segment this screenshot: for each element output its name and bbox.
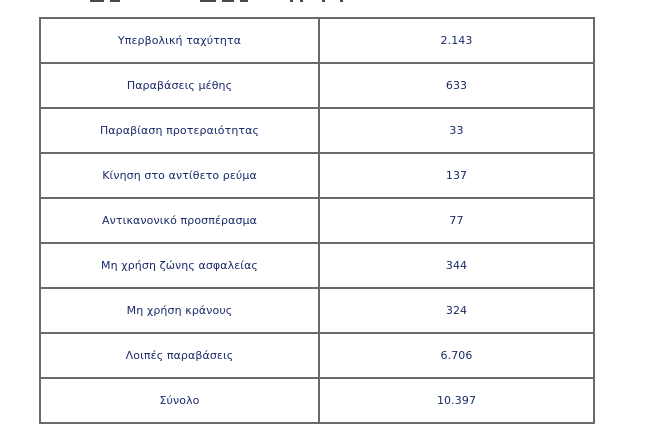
table-row: Λοιπές παραβάσεις 6.706 (39, 332, 595, 379)
table-row: Παραβίαση προτεραιότητας 33 (39, 107, 595, 154)
violation-type-cell: Κίνηση στο αντίθετο ρεύμα (39, 152, 320, 199)
table-row: Παραβάσεις μέθης 633 (39, 62, 595, 109)
violations-table: Υπερβολική ταχύτητα 2.143 Παραβάσεις μέθης… (39, 17, 595, 424)
violation-count-cell: 33 (318, 107, 595, 154)
table-row: Αντικανονικό προσπέρασμα 77 (39, 197, 595, 244)
violation-count-cell: 137 (318, 152, 595, 199)
violation-count-cell: 77 (318, 197, 595, 244)
violation-count-cell: 344 (318, 242, 595, 289)
table-row: Κίνηση στο αντίθετο ρεύμα 137 (39, 152, 595, 199)
table-row: Μη χρήση ζώνης ασφαλείας 344 (39, 242, 595, 289)
violation-type-cell: Μη χρήση ζώνης ασφαλείας (39, 242, 320, 289)
violation-type-cell: Υπερβολική ταχύτητα (39, 17, 320, 64)
violation-type-cell: Σύνολο (39, 377, 320, 424)
violation-type-cell: Μη χρήση κράνους (39, 287, 320, 334)
table-row: Μη χρήση κράνους 324 (39, 287, 595, 334)
violation-type-cell: Λοιπές παραβάσεις (39, 332, 320, 379)
table-row: Υπερβολική ταχύτητα 2.143 (39, 17, 595, 64)
violation-count-cell: 633 (318, 62, 595, 109)
cropped-text-fragment (0, 0, 667, 6)
table-row: Σύνολο 10.397 (39, 377, 595, 424)
violation-count-cell: 2.143 (318, 17, 595, 64)
violation-type-cell: Παραβάσεις μέθης (39, 62, 320, 109)
violation-count-cell: 324 (318, 287, 595, 334)
violations-table-body: Υπερβολική ταχύτητα 2.143 Παραβάσεις μέθης… (39, 17, 595, 424)
violation-type-cell: Αντικανονικό προσπέρασμα (39, 197, 320, 244)
violation-type-cell: Παραβίαση προτεραιότητας (39, 107, 320, 154)
violation-count-cell: 6.706 (318, 332, 595, 379)
violation-count-cell: 10.397 (318, 377, 595, 424)
